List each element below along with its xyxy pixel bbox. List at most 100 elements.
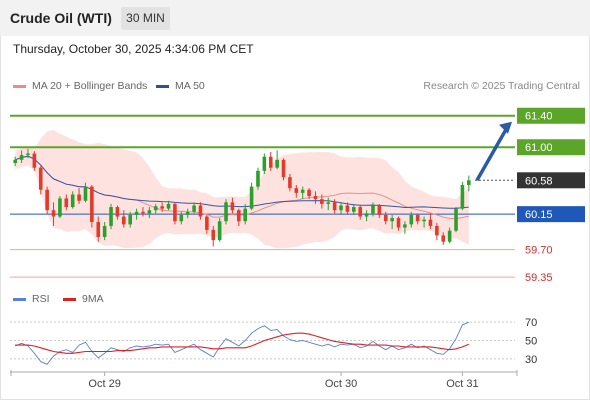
candle-body (173, 203, 177, 222)
candle (415, 213, 420, 225)
candle-body (371, 205, 375, 214)
candle (237, 208, 241, 226)
candle-body (332, 202, 337, 211)
rsi-tick-label: 30 (525, 354, 537, 366)
legend-ma50: MA 50 (156, 80, 205, 92)
legend-ma50-label: MA 50 (175, 80, 205, 92)
candle-body (205, 216, 209, 230)
candle-body (224, 202, 228, 222)
candle (377, 203, 382, 219)
candle (288, 174, 292, 192)
candle (454, 207, 458, 233)
candle (345, 202, 350, 215)
candle-body (307, 189, 311, 197)
candle-body (288, 177, 292, 189)
legend-rsi: RSI (13, 293, 50, 305)
candle (26, 148, 30, 159)
candle (364, 210, 369, 222)
candle-body (256, 170, 260, 187)
candle (447, 227, 452, 244)
candle (96, 216, 101, 242)
candle-body (383, 214, 388, 222)
timeframe-button[interactable]: 30 MIN (121, 7, 170, 30)
candle (19, 150, 24, 163)
candle-body (415, 214, 420, 222)
candle (32, 151, 37, 171)
target-arrow-shaft (475, 126, 509, 182)
candle-body (115, 207, 120, 217)
candle-body (211, 229, 216, 241)
candle (383, 211, 388, 225)
legend-rsi-ma-label: 9MA (82, 293, 104, 305)
level-label-pivot: 60.15 (525, 209, 553, 221)
research-credit: Research © 2025 Trading Central (423, 80, 580, 92)
candle (428, 213, 433, 230)
candle-body (64, 198, 69, 208)
candle-body (198, 205, 203, 217)
candle-body (102, 225, 107, 237)
candle-body (237, 210, 241, 222)
legend-rsi-label: RSI (32, 293, 50, 305)
candle (358, 205, 362, 220)
candle-body (153, 206, 158, 211)
candle (102, 222, 107, 241)
rsi-swatch (13, 297, 26, 301)
candle (262, 153, 267, 174)
candle (38, 166, 43, 195)
candle-body (45, 189, 49, 211)
candle (70, 191, 75, 209)
candle-body (90, 186, 94, 223)
rsi-tick-label: 50 (525, 336, 537, 348)
candle-body (345, 205, 350, 212)
candle-body (83, 186, 88, 201)
candle (256, 167, 260, 190)
candle-body (262, 156, 267, 171)
candle-body (192, 205, 196, 212)
target-arrow-head (499, 121, 512, 134)
candle (249, 182, 254, 211)
x-tick-label: Oct 31 (446, 378, 478, 390)
candle-body (249, 186, 254, 209)
candle (205, 214, 209, 234)
level-label-resistance: 61.00 (525, 142, 553, 154)
candle (243, 203, 247, 225)
candle-body (339, 205, 343, 211)
candle-body (268, 156, 273, 168)
candle-body (313, 196, 318, 200)
candle (122, 210, 126, 228)
candle-body (467, 180, 471, 186)
legend-bollinger: MA 20 + Bollinger Bands (13, 80, 147, 92)
candle (51, 202, 56, 226)
rsi-ma-swatch (63, 297, 76, 301)
candle (422, 216, 426, 228)
level-label-box-resistance (517, 107, 585, 124)
candle-body (396, 218, 401, 228)
candle (141, 207, 145, 217)
candle-body (454, 208, 458, 231)
x-tick-label: Oct 30 (325, 378, 357, 390)
candle (179, 211, 184, 225)
candle (300, 186, 305, 200)
candle-body (320, 199, 324, 204)
candle (320, 194, 324, 209)
candle (64, 194, 69, 211)
bollinger-swatch (13, 84, 26, 88)
candle-body (147, 210, 152, 214)
candle (211, 225, 216, 247)
candle (109, 203, 113, 230)
candle (268, 151, 273, 171)
candle-body (441, 235, 446, 242)
level-label-support: 59.35 (525, 272, 553, 284)
candle-body (243, 208, 247, 222)
level-label-price: 60.58 (525, 175, 553, 187)
candle (409, 211, 414, 228)
instrument-title: Crude Oil (WTI) (10, 10, 112, 26)
x-tick-label: Oct 29 (88, 378, 120, 390)
level-label-resistance: 61.40 (525, 111, 553, 123)
candle-body (185, 211, 190, 215)
ma50-swatch (156, 84, 169, 88)
candle (166, 200, 171, 211)
candle-body (122, 216, 126, 225)
candle (173, 202, 177, 225)
